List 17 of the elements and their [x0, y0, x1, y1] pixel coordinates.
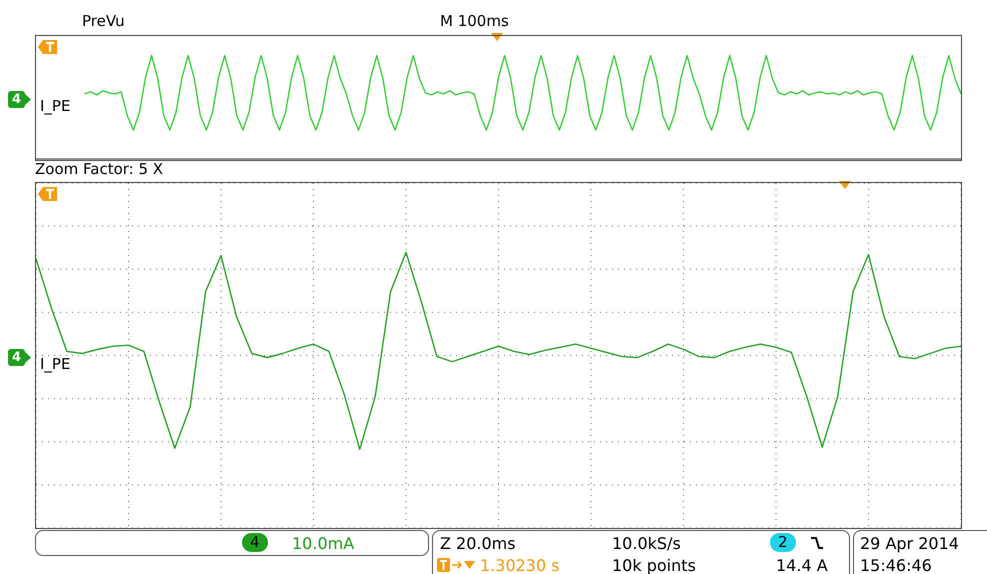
text: 14.4 A	[776, 556, 828, 574]
text: 4	[242, 533, 268, 552]
chart-title: PreVu	[82, 12, 125, 30]
series-label: I_PE	[40, 97, 70, 115]
text: 10.0mA	[292, 534, 354, 553]
text: 2	[770, 533, 796, 552]
text: 4	[8, 91, 26, 108]
text: 15:46:46	[860, 556, 932, 574]
text: 10.0kS/s	[612, 534, 681, 553]
chart-title: Zoom Factor: 5 X	[35, 160, 164, 178]
text: 1.30230 s	[480, 556, 560, 574]
text: M 100ms	[440, 12, 509, 30]
text: 29 Apr 2014	[860, 534, 959, 553]
text: 10k points	[612, 556, 696, 574]
legend-label: I_PE	[40, 355, 70, 373]
text: 4	[8, 349, 26, 366]
text: Z 20.0ms	[440, 534, 516, 553]
